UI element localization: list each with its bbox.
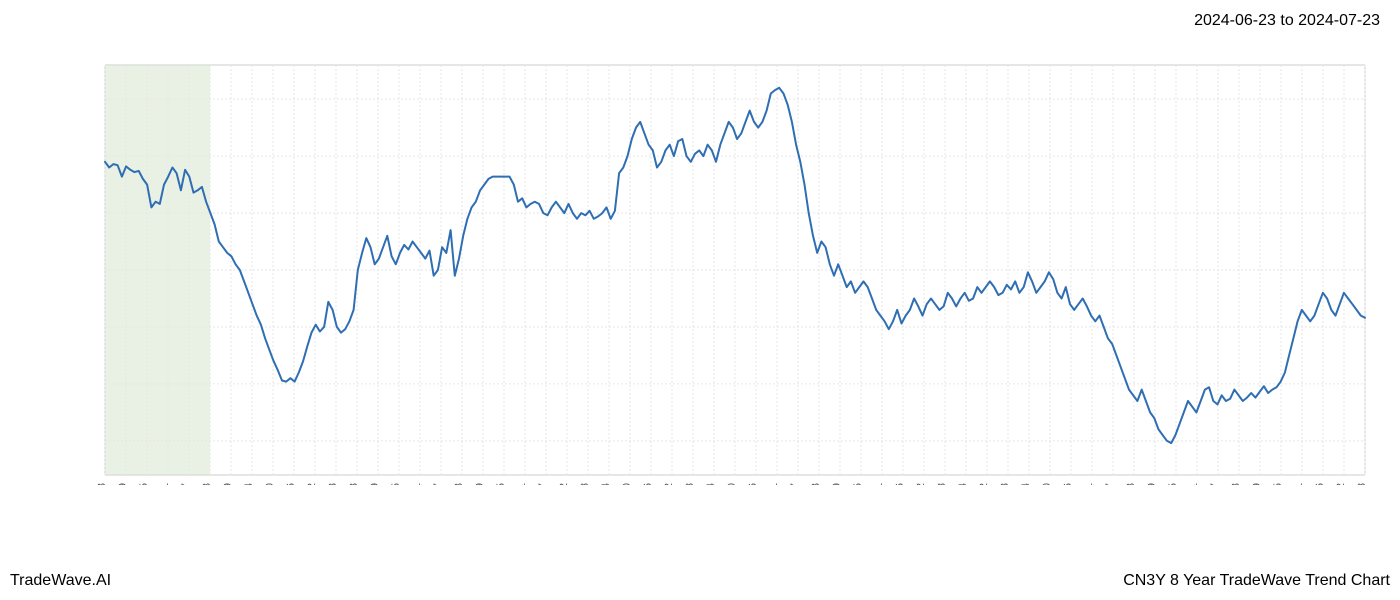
svg-text:08-22: 08-22: [306, 483, 318, 485]
svg-text:04-25: 04-25: [1167, 483, 1179, 485]
svg-text:07-05: 07-05: [138, 483, 150, 485]
svg-text:08-04: 08-04: [243, 483, 255, 485]
svg-text:04-07: 04-07: [1104, 483, 1116, 485]
svg-text:10-03: 10-03: [453, 483, 465, 485]
svg-text:08-16: 08-16: [285, 483, 297, 485]
svg-text:06-12: 06-12: [1335, 483, 1347, 485]
svg-text:07-23: 07-23: [201, 483, 213, 485]
svg-text:04-19: 04-19: [1146, 483, 1158, 485]
svg-text:01-25: 01-25: [852, 483, 864, 485]
svg-text:09-15: 09-15: [390, 483, 402, 485]
svg-text:05-01: 05-01: [1188, 483, 1200, 485]
svg-text:06-06: 06-06: [1314, 483, 1326, 485]
trend-chart: 40.0%45.0%50.0%55.0%60.0%65.0%70.0%06-23…: [95, 55, 1375, 485]
date-range-label: 2024-06-23 to 2024-07-23: [1194, 12, 1380, 30]
svg-text:11-02: 11-02: [558, 483, 570, 485]
svg-text:12-26: 12-26: [747, 483, 759, 485]
svg-text:09-09: 09-09: [369, 483, 381, 485]
svg-text:02-18: 02-18: [936, 483, 948, 485]
svg-text:01-13: 01-13: [810, 483, 822, 485]
svg-text:03-02: 03-02: [978, 483, 990, 485]
svg-text:12-02: 12-02: [663, 483, 675, 485]
svg-text:05-19: 05-19: [1251, 483, 1263, 485]
svg-text:10-21: 10-21: [516, 483, 528, 485]
svg-text:12-14: 12-14: [705, 483, 717, 485]
svg-text:01-31: 01-31: [873, 483, 885, 485]
svg-text:03-08: 03-08: [999, 483, 1011, 485]
svg-text:07-11: 07-11: [159, 483, 171, 485]
svg-text:01-07: 01-07: [789, 483, 801, 485]
svg-text:12-20: 12-20: [726, 483, 738, 485]
svg-text:01-19: 01-19: [831, 483, 843, 485]
svg-text:02-12: 02-12: [915, 483, 927, 485]
svg-text:11-26: 11-26: [642, 483, 654, 485]
svg-text:03-20: 03-20: [1041, 483, 1053, 485]
svg-text:06-18: 06-18: [1356, 483, 1368, 485]
svg-text:09-27: 09-27: [432, 483, 444, 485]
svg-text:06-23: 06-23: [96, 483, 108, 485]
svg-text:11-20: 11-20: [621, 483, 633, 485]
svg-text:05-13: 05-13: [1230, 483, 1242, 485]
svg-text:05-25: 05-25: [1272, 483, 1284, 485]
svg-text:01-01: 01-01: [768, 483, 780, 485]
svg-text:10-15: 10-15: [495, 483, 507, 485]
svg-text:02-24: 02-24: [957, 483, 969, 485]
svg-text:09-03: 09-03: [348, 483, 360, 485]
svg-text:11-08: 11-08: [579, 483, 591, 485]
svg-text:05-31: 05-31: [1293, 483, 1305, 485]
svg-text:10-27: 10-27: [537, 483, 549, 485]
svg-text:03-14: 03-14: [1020, 483, 1032, 485]
svg-text:02-06: 02-06: [894, 483, 906, 485]
svg-text:05-07: 05-07: [1209, 483, 1221, 485]
svg-text:06-29: 06-29: [117, 483, 129, 485]
svg-text:03-26: 03-26: [1062, 483, 1074, 485]
svg-text:07-17: 07-17: [180, 483, 192, 485]
svg-text:07-29: 07-29: [222, 483, 234, 485]
svg-text:11-14: 11-14: [600, 483, 612, 485]
svg-text:12-08: 12-08: [684, 483, 696, 485]
svg-text:08-10: 08-10: [264, 483, 276, 485]
svg-text:08-28: 08-28: [327, 483, 339, 485]
svg-text:10-09: 10-09: [474, 483, 486, 485]
svg-text:04-01: 04-01: [1083, 483, 1095, 485]
svg-text:09-21: 09-21: [411, 483, 423, 485]
brand-label: TradeWave.AI: [10, 572, 111, 590]
chart-title: CN3Y 8 Year TradeWave Trend Chart: [1123, 572, 1390, 590]
svg-text:04-13: 04-13: [1125, 483, 1137, 485]
